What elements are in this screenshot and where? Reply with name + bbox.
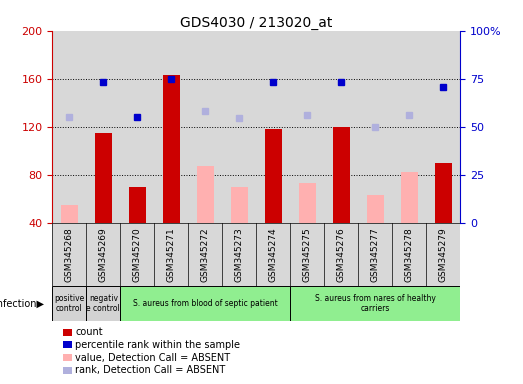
- Text: infection▶: infection▶: [0, 298, 44, 308]
- Bar: [120, 223, 154, 286]
- Text: GSM345275: GSM345275: [303, 227, 312, 282]
- Bar: [333, 127, 350, 223]
- Bar: [367, 195, 384, 223]
- Bar: [392, 31, 426, 223]
- Text: count: count: [75, 327, 103, 337]
- Bar: [256, 31, 290, 223]
- Bar: [299, 183, 316, 223]
- Bar: [231, 187, 248, 223]
- Bar: [197, 166, 214, 223]
- Bar: [290, 223, 324, 286]
- FancyBboxPatch shape: [290, 286, 460, 321]
- Bar: [358, 31, 392, 223]
- Bar: [256, 223, 290, 286]
- Bar: [154, 223, 188, 286]
- Bar: [401, 172, 418, 223]
- Bar: [120, 31, 154, 223]
- Bar: [290, 31, 324, 223]
- Bar: [52, 223, 86, 286]
- Text: GSM345270: GSM345270: [133, 227, 142, 282]
- Text: percentile rank within the sample: percentile rank within the sample: [75, 340, 240, 350]
- Bar: [52, 31, 86, 223]
- Title: GDS4030 / 213020_at: GDS4030 / 213020_at: [180, 16, 333, 30]
- Text: GSM345273: GSM345273: [235, 227, 244, 282]
- Text: GSM345268: GSM345268: [65, 227, 74, 282]
- Bar: [154, 31, 188, 223]
- Bar: [86, 223, 120, 286]
- Bar: [188, 31, 222, 223]
- Text: S. aureus from nares of healthy
carriers: S. aureus from nares of healthy carriers: [315, 294, 436, 313]
- Text: GSM345277: GSM345277: [371, 227, 380, 282]
- Text: GSM345274: GSM345274: [269, 227, 278, 282]
- Text: GSM345271: GSM345271: [167, 227, 176, 282]
- Bar: [392, 223, 426, 286]
- Text: negativ
e control: negativ e control: [86, 294, 120, 313]
- Text: positive
control: positive control: [54, 294, 84, 313]
- Bar: [324, 223, 358, 286]
- Text: GSM345276: GSM345276: [337, 227, 346, 282]
- Bar: [426, 223, 460, 286]
- Text: GSM345269: GSM345269: [99, 227, 108, 282]
- Bar: [188, 223, 222, 286]
- Text: S. aureus from blood of septic patient: S. aureus from blood of septic patient: [133, 299, 278, 308]
- FancyBboxPatch shape: [120, 286, 290, 321]
- Bar: [163, 75, 180, 223]
- Bar: [435, 163, 452, 223]
- FancyBboxPatch shape: [86, 286, 120, 321]
- Bar: [324, 31, 358, 223]
- Bar: [95, 133, 112, 223]
- Bar: [222, 31, 256, 223]
- Text: GSM345278: GSM345278: [405, 227, 414, 282]
- Text: rank, Detection Call = ABSENT: rank, Detection Call = ABSENT: [75, 365, 225, 375]
- Bar: [358, 223, 392, 286]
- Text: GSM345279: GSM345279: [439, 227, 448, 282]
- Text: value, Detection Call = ABSENT: value, Detection Call = ABSENT: [75, 353, 231, 362]
- Bar: [129, 187, 146, 223]
- Bar: [61, 205, 78, 223]
- Bar: [86, 31, 120, 223]
- Bar: [222, 223, 256, 286]
- Text: GSM345272: GSM345272: [201, 227, 210, 282]
- Bar: [265, 129, 282, 223]
- Bar: [426, 31, 460, 223]
- FancyBboxPatch shape: [52, 286, 86, 321]
